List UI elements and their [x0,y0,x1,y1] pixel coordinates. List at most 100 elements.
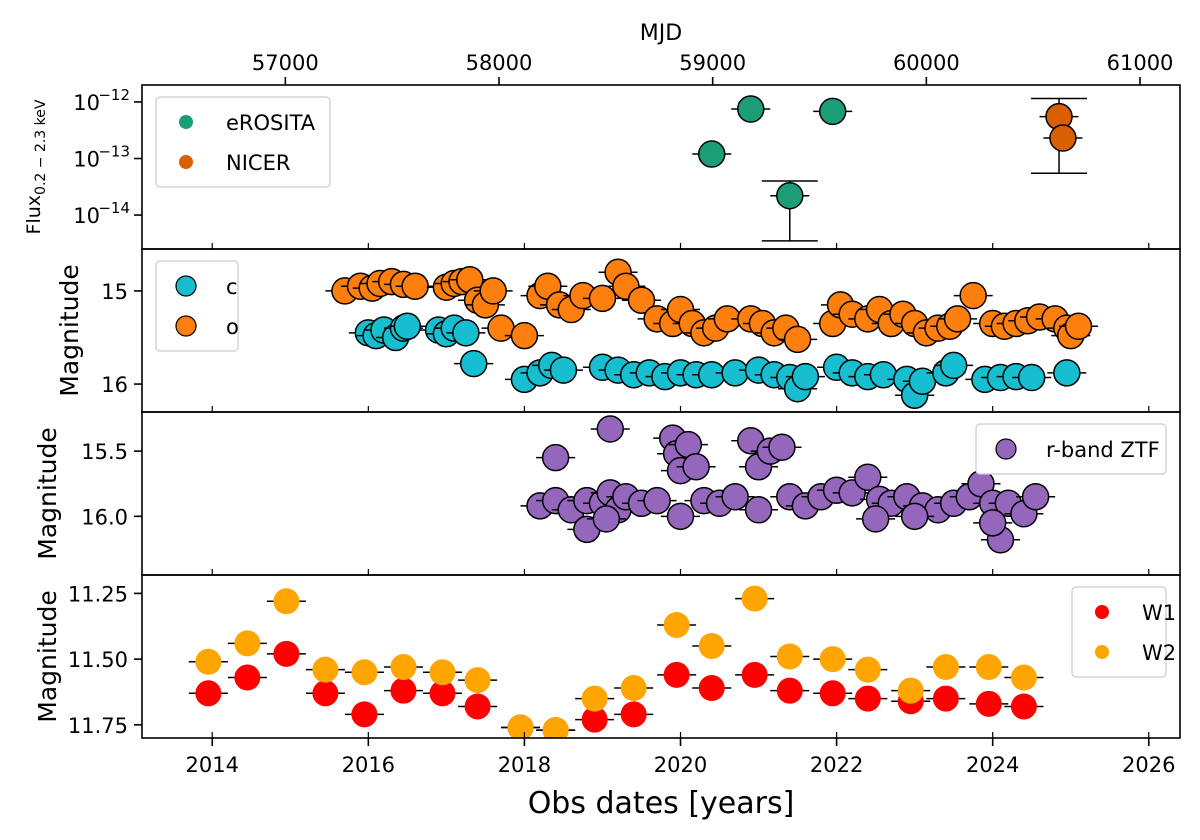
data-point-w2 [975,654,1002,681]
data-point-w1 [429,680,456,707]
x-tick-label: 2014 [186,753,239,777]
data-point-w2 [1010,664,1037,691]
data-point-w1 [741,661,768,688]
data-point-c [697,360,726,389]
data-point-w1 [663,661,690,688]
y-axis-label-magnitude: Magnitude [55,264,84,396]
top-tick-label: 61000 [1107,51,1174,75]
data-point-r-band-ztf [900,502,929,531]
y-tick-label: 16 [101,373,128,397]
x-axis-label: Obs dates [years] [528,786,795,821]
data-point-w2 [273,588,300,615]
panel-wise-points [188,585,1044,738]
data-point-r-band-ztf [1021,483,1050,511]
data-point-w2 [464,667,491,694]
data-point-w1 [1010,693,1037,720]
data-point-r-band-ztf [978,509,1007,537]
data-point-w1 [273,640,300,667]
data-point-r-band-ztf [682,453,710,481]
data-point-c [452,319,480,347]
data-point-r-band-ztf [596,415,625,443]
y-tick-exponent: −13 [98,143,130,161]
y-tick-exponent: −14 [98,199,130,217]
data-point-w1 [698,675,725,702]
x-tick-label: 2022 [810,753,863,777]
data-point-r-band-ztf [592,505,621,533]
data-point-r-band-ztf [768,433,796,461]
x-tick-label: 2024 [966,753,1019,777]
data-point-r-band-ztf [541,443,570,472]
y-tick-label: 11.50 [68,648,128,672]
data-layer [188,95,1099,738]
top-axis-label: MJD [640,21,682,46]
y-tick-label: 15 [101,280,128,304]
data-point-r-band-ztf [721,483,749,511]
data-point-erosita [697,140,726,168]
data-point-o [943,305,972,333]
data-point-w2 [390,654,417,681]
y-tick-label: 10 [73,204,100,228]
data-point-r-band-ztf [666,502,695,531]
data-point-w1 [351,701,378,728]
frame-layer: 2014 2016 2018 2020 2022 2024 2026 57000 58000 59… [23,51,1181,777]
data-point-c [721,359,749,387]
y-tick-label: 16.0 [81,505,128,529]
legend-label: NICER [226,151,290,175]
data-point-w2 [897,677,924,704]
panel-atlas-points [325,258,1099,409]
data-point-w2 [195,648,222,675]
data-point-w2 [698,632,725,659]
data-point-c [459,349,488,378]
legend-marker [175,315,197,337]
legend-marker [995,438,1017,460]
data-point-w2 [819,646,846,673]
legend-marker [179,155,193,169]
y-axis-label-subscript: 0.2 − 2.3 keV [33,99,49,195]
legend-label: W2 [1142,641,1176,665]
legend-box [975,423,1167,475]
data-point-c [869,360,898,389]
y-axis-label-main: Flux [23,195,45,235]
legend-box [155,96,331,188]
data-point-c [549,356,578,384]
legend-marker [175,275,197,297]
data-point-w2 [932,654,959,681]
data-point-o [401,272,429,301]
panel-wise-frame [141,574,1181,739]
y-tick-label: 15.5 [81,440,128,464]
data-point-w2 [776,643,803,670]
data-point-w1 [932,685,959,712]
data-point-c [393,312,422,341]
data-point-w1 [390,677,417,704]
legend-marker [1095,605,1109,619]
data-point-w2 [854,656,881,683]
data-point-w1 [620,701,647,728]
data-point-w1 [819,680,846,707]
data-point-w1 [581,706,608,733]
y-axis-label-magnitude: Magnitude [33,427,62,559]
data-point-w2 [234,630,261,657]
data-point-o [1064,312,1093,341]
data-point-w1 [234,664,261,691]
data-point-o [479,277,507,305]
x-tick-label: 2020 [654,753,707,777]
data-point-w2 [741,585,768,612]
panel-xray-points [692,95,1088,242]
legend-marker [1095,645,1109,659]
legend-label: o [226,315,239,339]
data-point-w2 [581,685,608,712]
legend-label: W1 [1142,601,1176,625]
data-point-w2 [312,656,339,683]
data-point-o [510,321,539,350]
x-tick-label: 2018 [498,753,551,777]
data-point-o [783,325,812,354]
data-point-r-band-ztf [643,486,671,515]
y-axis-label-flux: Flux0.2 − 2.3 keV [23,99,49,234]
data-point-c [791,362,820,391]
top-tick-label: 59000 [679,51,746,75]
data-point-w2 [620,675,647,702]
data-point-w1 [854,685,881,712]
x-tick-label: 2026 [1122,753,1175,777]
data-point-c [1053,359,1081,387]
